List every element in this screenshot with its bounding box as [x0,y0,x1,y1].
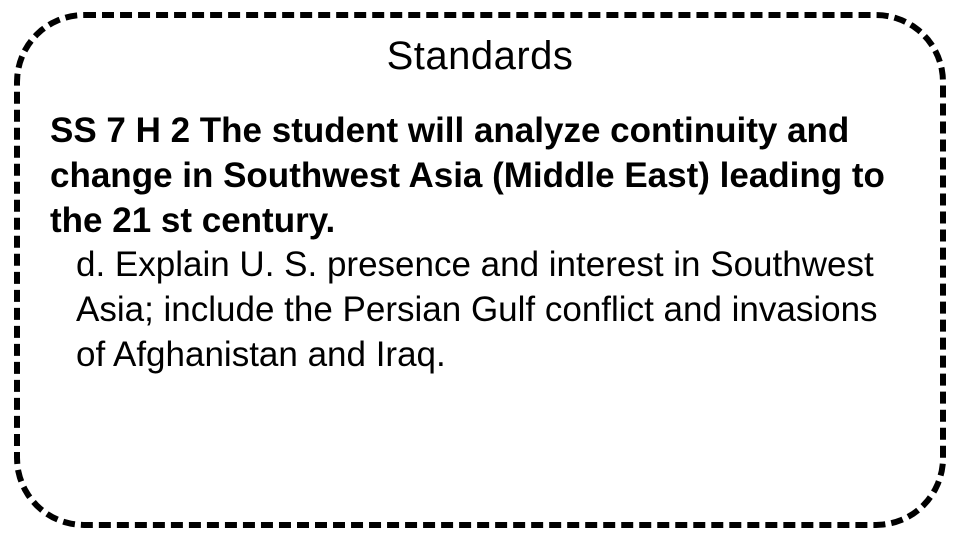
standard-sub-text: d. Explain U. S. presence and interest i… [76,243,910,377]
slide-title: Standards [50,34,910,79]
standard-main-text: SS 7 H 2 The student will analyze contin… [50,109,910,243]
slide-frame: Standards SS 7 H 2 The student will anal… [14,12,946,528]
